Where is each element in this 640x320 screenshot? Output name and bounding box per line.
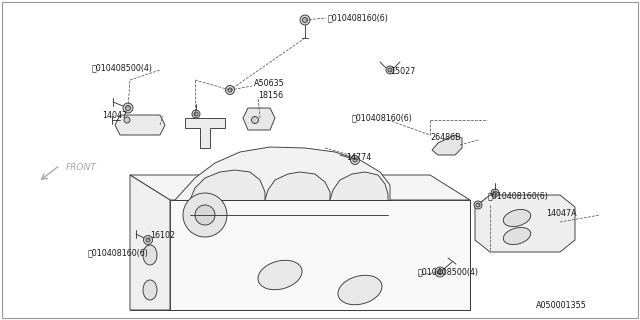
Text: Ⓑ010408160(6): Ⓑ010408160(6)	[488, 191, 549, 201]
Circle shape	[438, 269, 442, 275]
Circle shape	[303, 18, 307, 22]
Text: Ⓑ010408500(4): Ⓑ010408500(4)	[92, 63, 153, 73]
Polygon shape	[432, 135, 462, 155]
Text: Ⓑ010408500(4): Ⓑ010408500(4)	[418, 268, 479, 276]
Polygon shape	[265, 172, 330, 200]
Ellipse shape	[503, 228, 531, 244]
Text: A50635: A50635	[254, 79, 285, 89]
Circle shape	[123, 103, 133, 113]
Text: Ⓑ010408160(6): Ⓑ010408160(6)	[88, 249, 149, 258]
Text: FRONT: FRONT	[66, 164, 97, 172]
Ellipse shape	[143, 245, 157, 265]
Ellipse shape	[338, 275, 382, 305]
Circle shape	[194, 112, 198, 116]
Ellipse shape	[503, 210, 531, 227]
Polygon shape	[330, 172, 388, 200]
Circle shape	[252, 116, 259, 124]
Ellipse shape	[143, 280, 157, 300]
Text: 14047: 14047	[102, 110, 127, 119]
Polygon shape	[170, 200, 470, 310]
Polygon shape	[185, 118, 225, 148]
Circle shape	[491, 189, 499, 197]
Polygon shape	[130, 175, 470, 200]
Circle shape	[353, 158, 357, 162]
Circle shape	[474, 201, 482, 209]
Circle shape	[386, 66, 394, 74]
Text: 14774: 14774	[346, 153, 371, 162]
Circle shape	[493, 191, 497, 195]
Circle shape	[388, 68, 392, 72]
Text: A050001355: A050001355	[536, 301, 587, 310]
Polygon shape	[115, 115, 165, 135]
Circle shape	[125, 106, 131, 110]
Circle shape	[192, 110, 200, 118]
Polygon shape	[190, 170, 265, 200]
Polygon shape	[475, 195, 575, 252]
Text: 26486B: 26486B	[430, 133, 461, 142]
Text: Ⓑ010408160(6): Ⓑ010408160(6)	[352, 114, 413, 123]
Circle shape	[351, 156, 360, 164]
Polygon shape	[130, 175, 170, 310]
Circle shape	[195, 205, 215, 225]
Polygon shape	[175, 147, 390, 200]
Circle shape	[476, 203, 480, 207]
Ellipse shape	[258, 260, 302, 290]
Text: 18156: 18156	[258, 92, 283, 100]
Circle shape	[435, 267, 445, 277]
Text: 15027: 15027	[390, 68, 415, 76]
Circle shape	[124, 117, 130, 123]
Text: 16102: 16102	[150, 230, 175, 239]
Text: Ⓑ010408160(6): Ⓑ010408160(6)	[328, 13, 389, 22]
Circle shape	[183, 193, 227, 237]
Circle shape	[300, 15, 310, 25]
Polygon shape	[243, 108, 275, 130]
Text: 14047A: 14047A	[546, 210, 577, 219]
Circle shape	[225, 85, 234, 94]
Circle shape	[143, 236, 152, 244]
Circle shape	[146, 238, 150, 242]
Circle shape	[228, 88, 232, 92]
